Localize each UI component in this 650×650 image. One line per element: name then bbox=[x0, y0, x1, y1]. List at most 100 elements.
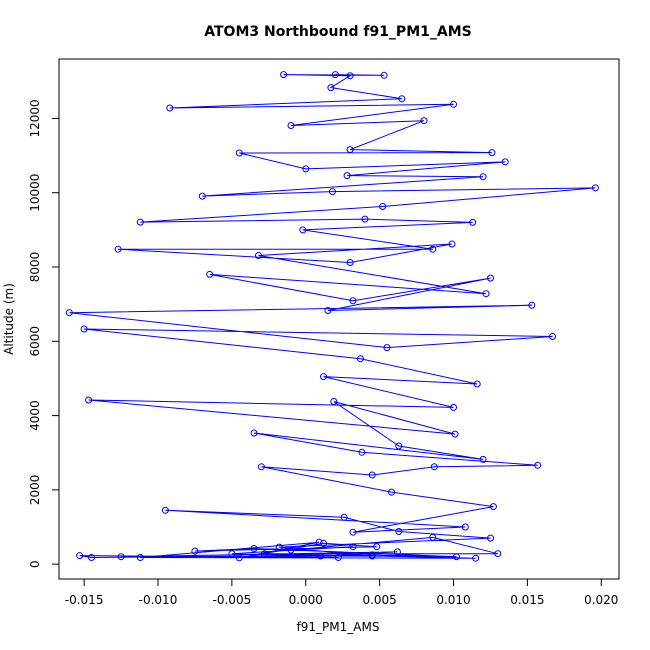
y-tick-label: 12000 bbox=[28, 99, 42, 137]
x-tick-label: 0.010 bbox=[436, 593, 470, 607]
data-point bbox=[346, 259, 354, 266]
data-point bbox=[275, 543, 283, 551]
data-point bbox=[250, 429, 258, 437]
x-tick-label: 0.020 bbox=[584, 593, 618, 607]
data-point bbox=[198, 192, 206, 200]
data-point bbox=[334, 554, 342, 561]
data-point bbox=[349, 297, 357, 305]
series-line bbox=[69, 74, 596, 559]
y-tick-label: 0 bbox=[28, 560, 42, 568]
data-point bbox=[260, 550, 268, 558]
data-point bbox=[317, 552, 324, 560]
data-layer bbox=[65, 71, 599, 562]
data-point bbox=[356, 355, 364, 363]
data-point bbox=[450, 100, 457, 108]
data-point bbox=[549, 333, 556, 340]
data-point bbox=[429, 533, 437, 541]
data-point bbox=[287, 122, 295, 129]
data-point bbox=[161, 506, 169, 514]
x-tick-label: 0.015 bbox=[510, 593, 544, 607]
data-point bbox=[206, 270, 214, 278]
data-point bbox=[228, 550, 236, 558]
data-point bbox=[453, 553, 460, 561]
data-point bbox=[331, 71, 339, 79]
data-point bbox=[343, 172, 351, 180]
data-point bbox=[302, 165, 310, 173]
data-point bbox=[250, 545, 258, 552]
data-point bbox=[469, 218, 477, 226]
data-point bbox=[257, 463, 265, 471]
data-point bbox=[235, 554, 243, 562]
data-point bbox=[368, 471, 376, 479]
data-point bbox=[388, 488, 395, 496]
data-point bbox=[346, 146, 354, 154]
x-tick-label: 0.000 bbox=[289, 593, 323, 607]
data-point bbox=[166, 104, 174, 112]
data-point bbox=[430, 463, 438, 471]
data-point bbox=[346, 72, 354, 80]
x-tick-label: 0.005 bbox=[362, 593, 396, 607]
data-point bbox=[528, 301, 536, 309]
data-point bbox=[448, 240, 456, 248]
data-point bbox=[324, 307, 332, 314]
data-point bbox=[368, 552, 376, 560]
x-axis: -0.015 -0.010 -0.005 0.000 0.005 0.010 0.015 0.… bbox=[65, 578, 618, 607]
data-point bbox=[191, 547, 199, 555]
x-axis-title: f91_PM1_AMS bbox=[297, 620, 380, 634]
data-point bbox=[114, 245, 122, 253]
data-point bbox=[429, 245, 437, 253]
data-point bbox=[488, 149, 496, 157]
data-point bbox=[379, 203, 387, 210]
data-point bbox=[76, 552, 84, 560]
data-point bbox=[299, 226, 307, 234]
data-point bbox=[287, 546, 295, 554]
data-point bbox=[320, 539, 327, 547]
data-point bbox=[489, 503, 497, 511]
x-tick-label: -0.010 bbox=[139, 593, 178, 607]
data-point bbox=[591, 184, 599, 192]
data-point bbox=[80, 325, 88, 333]
data-point bbox=[136, 218, 144, 226]
data-point bbox=[393, 548, 401, 556]
data-point bbox=[280, 71, 288, 79]
y-tick-label: 10000 bbox=[28, 174, 42, 212]
y-axis: 0 2000 4000 6000 8000 10000 12000 bbox=[28, 99, 60, 568]
y-tick-label: 2000 bbox=[28, 475, 42, 506]
data-point bbox=[349, 543, 357, 551]
data-point bbox=[461, 523, 469, 531]
data-point bbox=[450, 403, 457, 411]
data-point bbox=[494, 550, 502, 558]
data-point bbox=[330, 398, 338, 405]
data-point bbox=[320, 373, 327, 381]
data-point bbox=[451, 430, 459, 438]
data-point bbox=[487, 534, 494, 542]
data-point bbox=[88, 554, 95, 561]
data-point bbox=[65, 309, 73, 317]
data-point bbox=[534, 461, 542, 469]
x-tick-label: -0.015 bbox=[65, 593, 104, 607]
data-point bbox=[482, 290, 490, 298]
data-point bbox=[358, 448, 366, 456]
data-point bbox=[117, 553, 125, 561]
data-point bbox=[395, 528, 403, 535]
x-tick-label: -0.005 bbox=[213, 593, 252, 607]
data-point bbox=[487, 274, 494, 282]
data-point bbox=[398, 95, 406, 103]
data-point bbox=[472, 554, 480, 562]
data-point bbox=[340, 513, 348, 521]
data-point bbox=[383, 344, 391, 352]
y-tick-label: 6000 bbox=[28, 326, 42, 357]
data-point bbox=[501, 158, 509, 166]
y-tick-label: 8000 bbox=[28, 252, 42, 283]
data-point bbox=[327, 84, 335, 92]
chart-title: ATOM3 Northbound f91_PM1_AMS bbox=[204, 24, 471, 40]
data-point bbox=[479, 173, 487, 181]
data-point bbox=[373, 543, 381, 551]
data-point bbox=[420, 117, 428, 125]
data-point bbox=[136, 554, 144, 561]
data-point bbox=[361, 215, 369, 223]
data-point bbox=[85, 396, 93, 404]
data-point bbox=[395, 442, 403, 450]
